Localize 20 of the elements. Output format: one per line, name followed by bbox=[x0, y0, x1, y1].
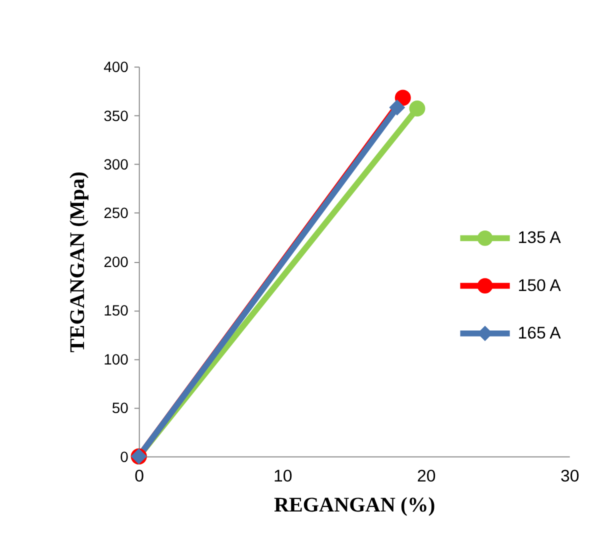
x-tick-label: 20 bbox=[416, 466, 436, 486]
legend-label: 165 A bbox=[518, 323, 562, 342]
y-tick-label: 200 bbox=[104, 254, 128, 271]
y-tick-label: 250 bbox=[104, 206, 128, 222]
legend-label: 150 A bbox=[518, 276, 562, 295]
y-tick-label: 0 bbox=[120, 450, 128, 466]
y-axis-title: TEGANGAN (Mpa) bbox=[64, 171, 89, 352]
y-tick-label: 400 bbox=[104, 60, 128, 76]
legend-label: 135 A bbox=[518, 228, 562, 248]
point bbox=[389, 100, 406, 116]
y-tick-label: 150 bbox=[104, 304, 128, 320]
y-tick-label: 50 bbox=[112, 401, 128, 418]
y-tick-label: 350 bbox=[104, 108, 128, 125]
point bbox=[409, 100, 426, 116]
x-axis-title: REGANGAN (%) bbox=[274, 492, 436, 516]
y-tick-label: 100 bbox=[104, 352, 128, 368]
x-tick-label: 0 bbox=[134, 466, 144, 486]
x-tick-label: 10 bbox=[273, 466, 292, 486]
y-tick-label: 300 bbox=[104, 158, 128, 174]
x-tick-label: 30 bbox=[560, 466, 580, 486]
